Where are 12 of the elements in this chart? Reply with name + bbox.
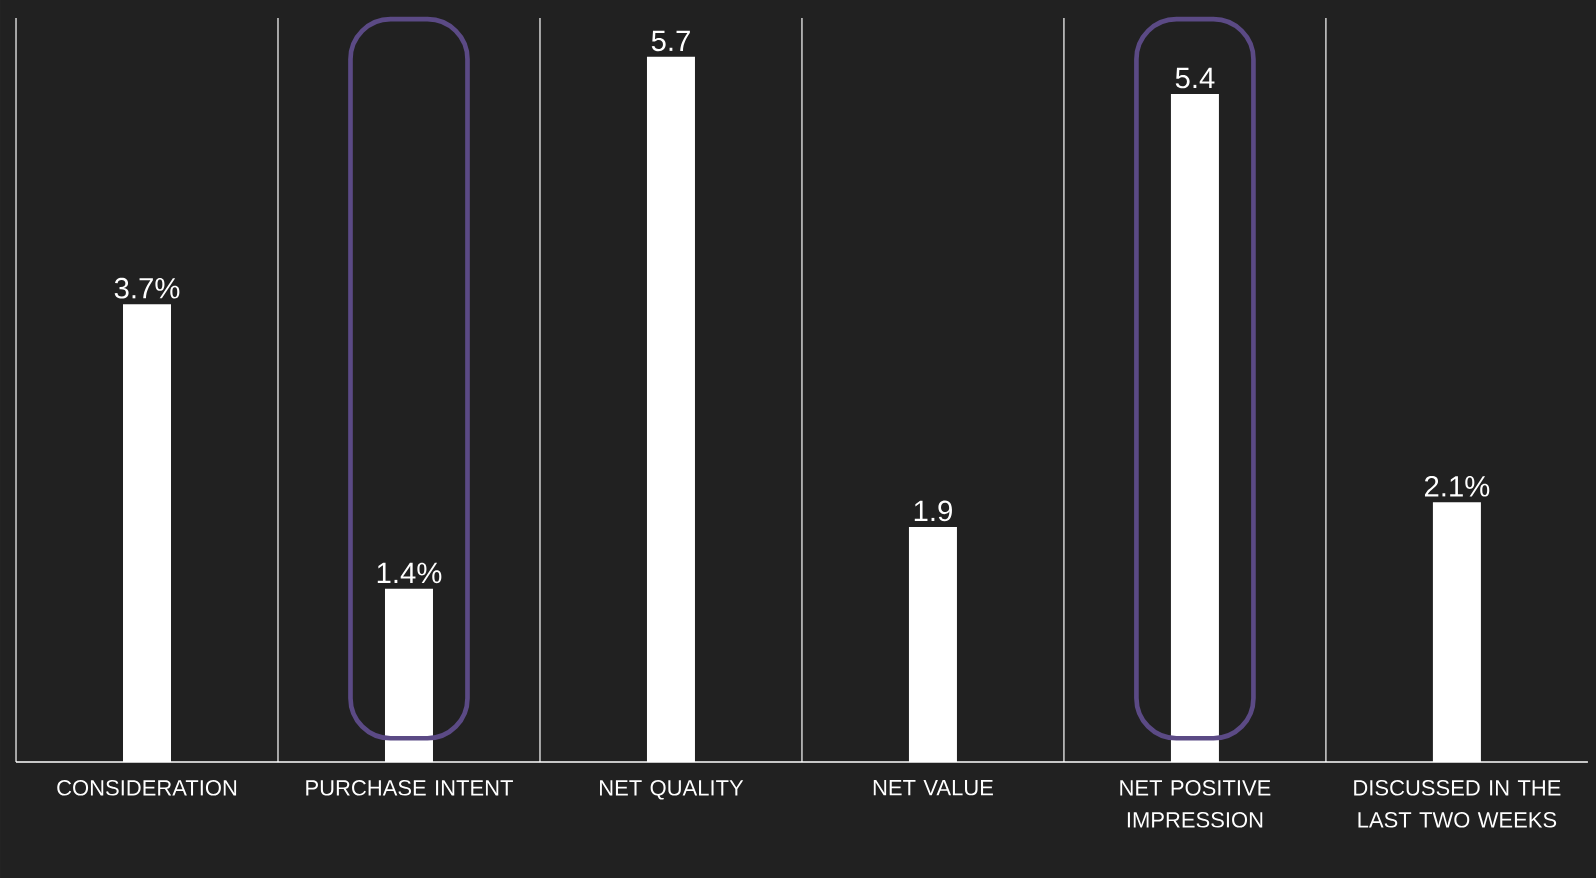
x-tick-label: NET POSITIVE IMPRESSION [1120, 780, 1271, 828]
data-label: 2.1% [1424, 475, 1490, 497]
data-label: 5.7 [651, 30, 690, 52]
data-label: 1.4% [377, 562, 442, 584]
x-tick-label: PURCHASE INTENT [306, 780, 513, 796]
data-label: 3.7% [114, 277, 180, 299]
x-tick-label: NET VALUE [873, 780, 993, 796]
data-label: 1.9 [914, 500, 952, 522]
x-tick-label: CONSIDERATION [57, 780, 237, 796]
x-tick-label: NET QUALITY [600, 780, 744, 800]
data-label: 5.4 [1175, 67, 1215, 89]
x-tick-label: DISCUSSED IN THE LAST TWO WEEKS [1354, 780, 1561, 828]
